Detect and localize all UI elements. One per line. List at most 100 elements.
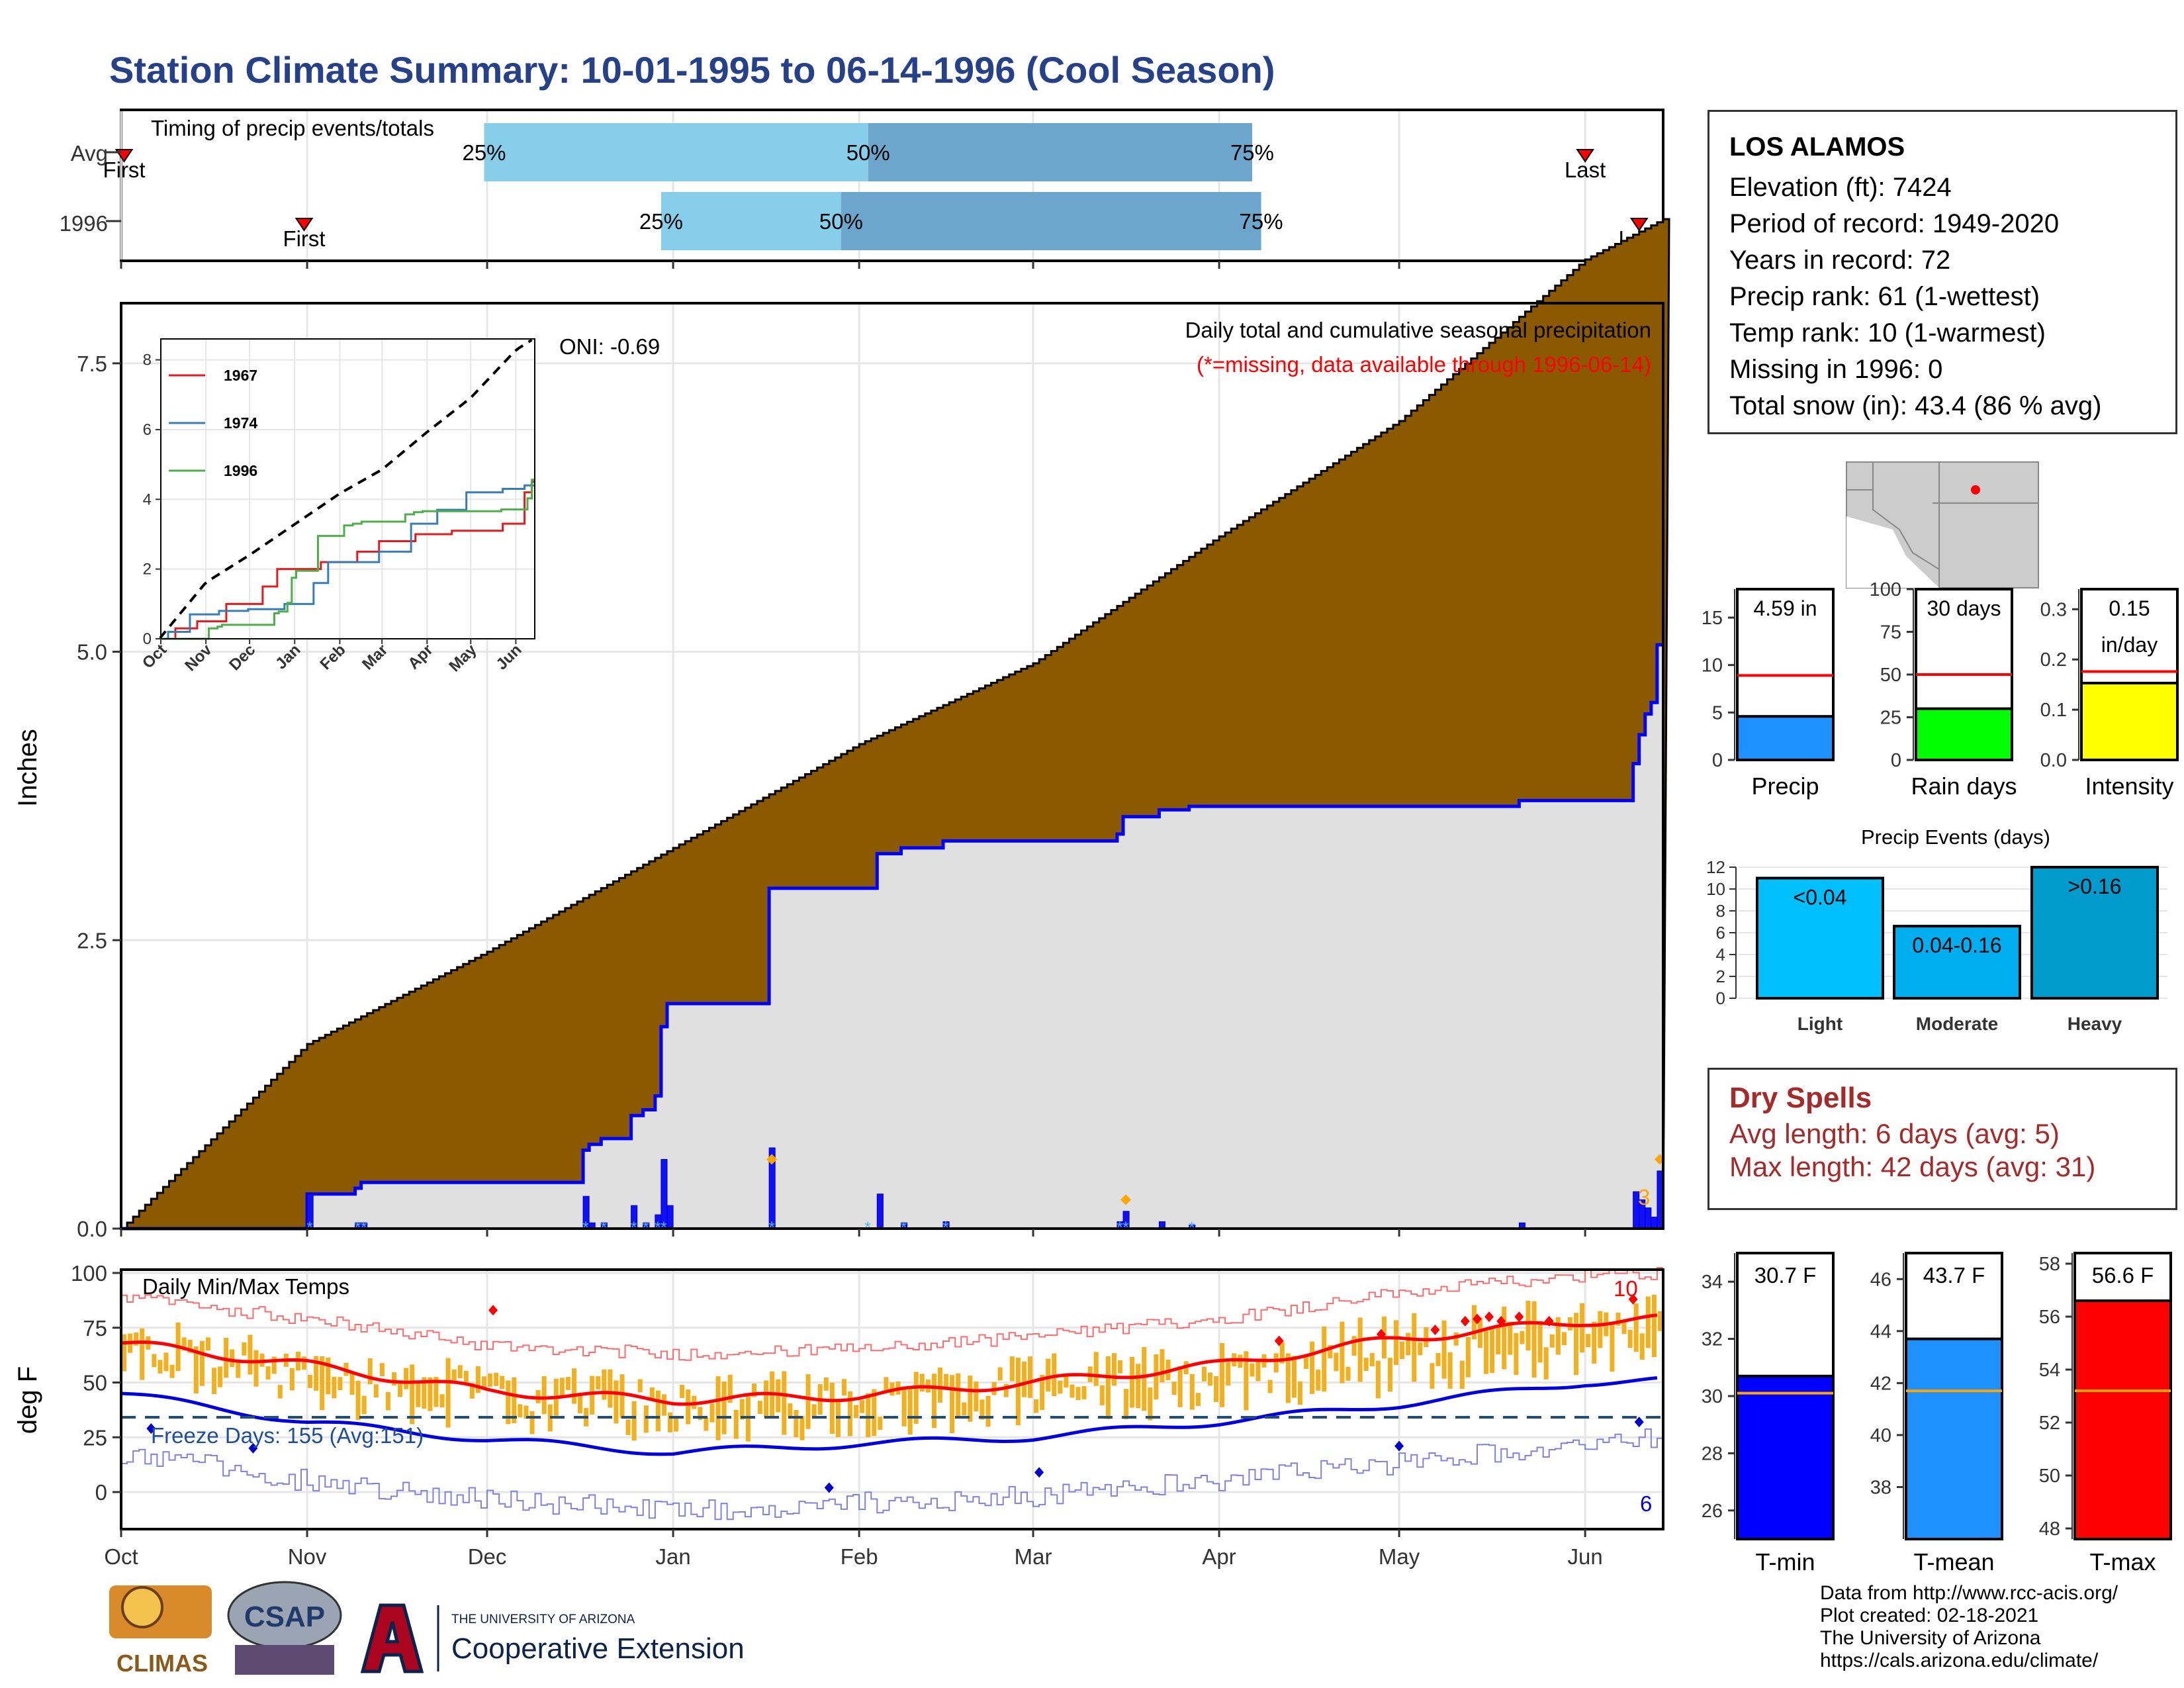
- station-snow: Total snow (in): 43.4 (86 % avg): [1729, 391, 2102, 420]
- daily-temp-bar: [1435, 1352, 1441, 1366]
- daily-temp-bar: [541, 1376, 547, 1415]
- daily-temp-bar: [860, 1399, 865, 1413]
- daily-temp-bar: [721, 1382, 727, 1434]
- oni-value: ONI: -0.69: [559, 334, 660, 359]
- timing-panel-label: Timing of precip events/totals: [151, 116, 434, 140]
- daily-temp-bar: [385, 1391, 390, 1411]
- daily-temp-bar: [1430, 1363, 1435, 1389]
- daily-temp-bar: [1555, 1317, 1561, 1355]
- daily-temp-bar: [1394, 1320, 1399, 1365]
- temperature-panel: Daily Min/Max Temps Freeze Days: 155 (Av…: [13, 1261, 1664, 1569]
- temp-summary-y-tick-label: 52: [2039, 1413, 2060, 1434]
- x-tick-label: Apr: [1202, 1544, 1236, 1569]
- daily-precip-bar: [1651, 1217, 1658, 1229]
- daily-temp-bar: [1549, 1334, 1555, 1348]
- summary-bar-value-label: 4.59 in: [1753, 596, 1817, 620]
- daily-temp-bar: [608, 1369, 613, 1408]
- daily-temp-bar: [985, 1395, 991, 1427]
- summary-y-tick-label: 5: [1712, 702, 1723, 724]
- daily-temp-bar: [637, 1379, 643, 1393]
- record-max-marker: [1544, 1315, 1554, 1327]
- first-event-label: First: [103, 158, 145, 182]
- season-cumulative-precip-area: [121, 645, 1663, 1229]
- daily-temp-bar: [937, 1367, 943, 1403]
- daily-temp-bar: [488, 1373, 493, 1387]
- events-y-tick-label: 0: [1716, 988, 1725, 1008]
- inset-y-tick-label: 2: [143, 561, 152, 579]
- temp-summary-label: T-min: [1756, 1548, 1815, 1575]
- daily-temp-bar: [1657, 1311, 1662, 1331]
- daily-temp-bar: [422, 1377, 427, 1409]
- daily-temp-bar: [445, 1358, 451, 1428]
- record-min-marker: [824, 1482, 834, 1493]
- daily-temp-bar: [1214, 1376, 1219, 1402]
- daily-temp-bar: [823, 1377, 829, 1391]
- daily-temp-bar: [1525, 1301, 1531, 1351]
- daily-temp-bar: [140, 1328, 145, 1380]
- daily-temp-bar: [1357, 1317, 1363, 1382]
- credit-line: Plot created: 02-18-2021: [1820, 1605, 2039, 1626]
- precip-x-ticks: [120, 1229, 1586, 1237]
- x-tick-label: Jun: [1568, 1544, 1603, 1569]
- daily-temp-bar: [578, 1393, 583, 1413]
- events-y-tick-label: 6: [1716, 923, 1725, 943]
- daily-temp-bar: [1009, 1356, 1015, 1382]
- y-tick-label: 100: [71, 1261, 107, 1286]
- daily-temp-bar: [997, 1367, 1003, 1381]
- daily-temp-bar: [1052, 1353, 1057, 1397]
- timing-bar-50-75: [868, 123, 1252, 181]
- daily-temp-bar: [463, 1370, 469, 1384]
- daily-temp-bar: [1021, 1361, 1026, 1397]
- last-event-marker: [1629, 218, 1649, 232]
- daily-temp-bar: [1189, 1374, 1195, 1410]
- daily-temp-bar: [518, 1404, 523, 1418]
- daily-temp-bar: [398, 1383, 403, 1397]
- y-tick-label: 25: [83, 1425, 107, 1450]
- daily-temp-bar: [878, 1417, 883, 1430]
- timing-row-label-avg: Avg: [71, 141, 108, 165]
- daily-temp-bar: [218, 1366, 223, 1387]
- daily-temp-bar: [500, 1376, 505, 1389]
- inset-frame: [160, 338, 535, 639]
- daily-temp-bar: [1081, 1386, 1087, 1399]
- temp-summary-y-tick-label: 46: [1870, 1269, 1891, 1290]
- summary-bar-value-label: in/day: [2101, 633, 2158, 657]
- daily-temp-bar: [907, 1389, 913, 1435]
- daily-temp-bar: [1255, 1361, 1261, 1382]
- first-event-label: First: [283, 226, 325, 251]
- daily-temp-bar: [751, 1383, 757, 1397]
- daily-temp-bar: [1490, 1326, 1495, 1374]
- daily-temp-bar: [512, 1377, 517, 1423]
- temp-summary-y-tick-label: 38: [1870, 1477, 1891, 1498]
- daily-temp-bar: [439, 1394, 445, 1408]
- daily-temp-bar: [1148, 1387, 1153, 1421]
- daily-temp-bar: [596, 1376, 601, 1389]
- daily-temp-bar: [205, 1337, 210, 1351]
- summary-y-tick-label: 50: [1880, 665, 1901, 686]
- summary-y-tick-label: 0.0: [2040, 750, 2067, 771]
- daily-temp-bar: [1645, 1296, 1651, 1348]
- x-tick-label: Oct: [104, 1544, 138, 1569]
- daily-temp-bar: [1117, 1360, 1123, 1374]
- record-max-marker: [1496, 1315, 1506, 1327]
- timing-pct-label: 75%: [1230, 140, 1274, 165]
- ua-logo-big-text: Cooperative Extension: [451, 1632, 745, 1665]
- station-info-box: LOS ALAMOS Elevation (ft): 7424 Period o…: [1707, 110, 2177, 434]
- daily-temp-bar: [152, 1354, 157, 1368]
- station-years: Years in record: 72: [1729, 246, 1951, 275]
- daily-temp-bar: [643, 1405, 649, 1433]
- daily-temp-bar: [571, 1368, 577, 1404]
- daily-temp-bar: [271, 1356, 277, 1374]
- daily-temp-bar: [1508, 1321, 1513, 1355]
- record-max-line: [121, 1267, 1663, 1361]
- inset-line-1967: [161, 481, 535, 640]
- daily-temp-bar: [1520, 1331, 1525, 1344]
- daily-temp-bar: [974, 1382, 979, 1412]
- inset-y-tick-label: 8: [143, 352, 152, 369]
- temp-y-axis-title: deg F: [13, 1366, 42, 1434]
- daily-temp-bar: [1610, 1322, 1615, 1372]
- summary-bar-label: Rain days: [1911, 773, 2017, 800]
- max-record-count: 10: [1614, 1276, 1638, 1301]
